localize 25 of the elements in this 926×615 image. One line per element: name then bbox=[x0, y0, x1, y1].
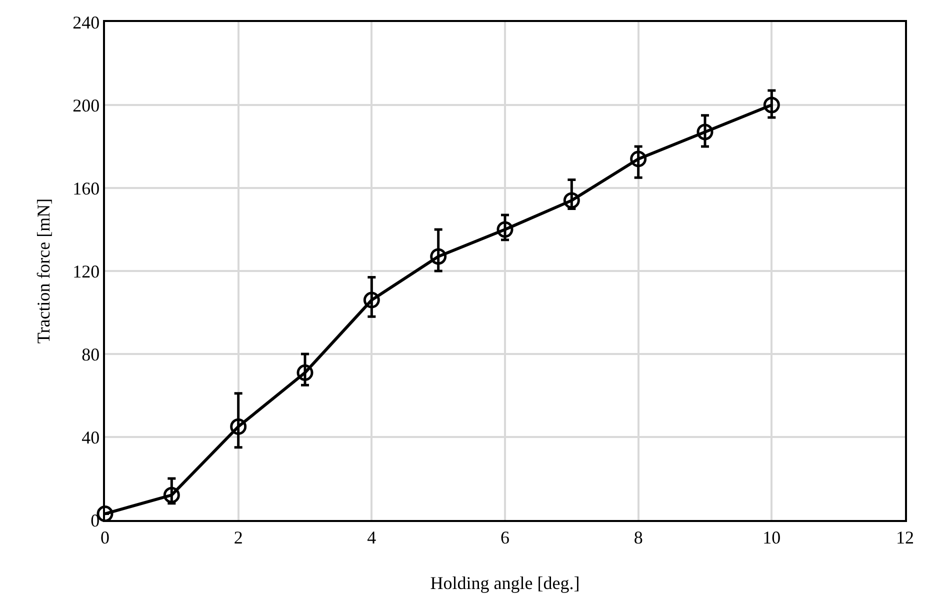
point bbox=[630, 150, 647, 168]
y-tick-label: 160 bbox=[72, 178, 100, 198]
y-tick-label: 200 bbox=[72, 95, 100, 116]
x-tick-label: 8 bbox=[634, 527, 643, 548]
point bbox=[230, 418, 247, 435]
point bbox=[763, 96, 780, 114]
x-tick-label: 2 bbox=[234, 527, 243, 548]
y-tick-label: 0 bbox=[90, 510, 100, 530]
y-tick-label: 80 bbox=[82, 344, 100, 364]
point bbox=[496, 221, 514, 238]
x-tick-label: 4 bbox=[367, 527, 376, 548]
x-tick-label: 6 bbox=[500, 527, 510, 548]
y-tick-label: 40 bbox=[82, 427, 100, 448]
x-axis-title: Holding angle [deg.] bbox=[430, 572, 580, 593]
point bbox=[163, 486, 180, 504]
point bbox=[696, 124, 714, 140]
y-axis-title: Traction force [mN] bbox=[33, 198, 54, 344]
x-tick-label: 12 bbox=[896, 527, 914, 548]
y-tick-label: 240 bbox=[72, 12, 100, 32]
y-tick-label: 120 bbox=[72, 261, 100, 282]
point bbox=[563, 192, 580, 209]
point bbox=[430, 248, 447, 265]
point bbox=[296, 364, 314, 381]
point bbox=[363, 292, 380, 308]
x-tick-label: 10 bbox=[762, 527, 781, 548]
